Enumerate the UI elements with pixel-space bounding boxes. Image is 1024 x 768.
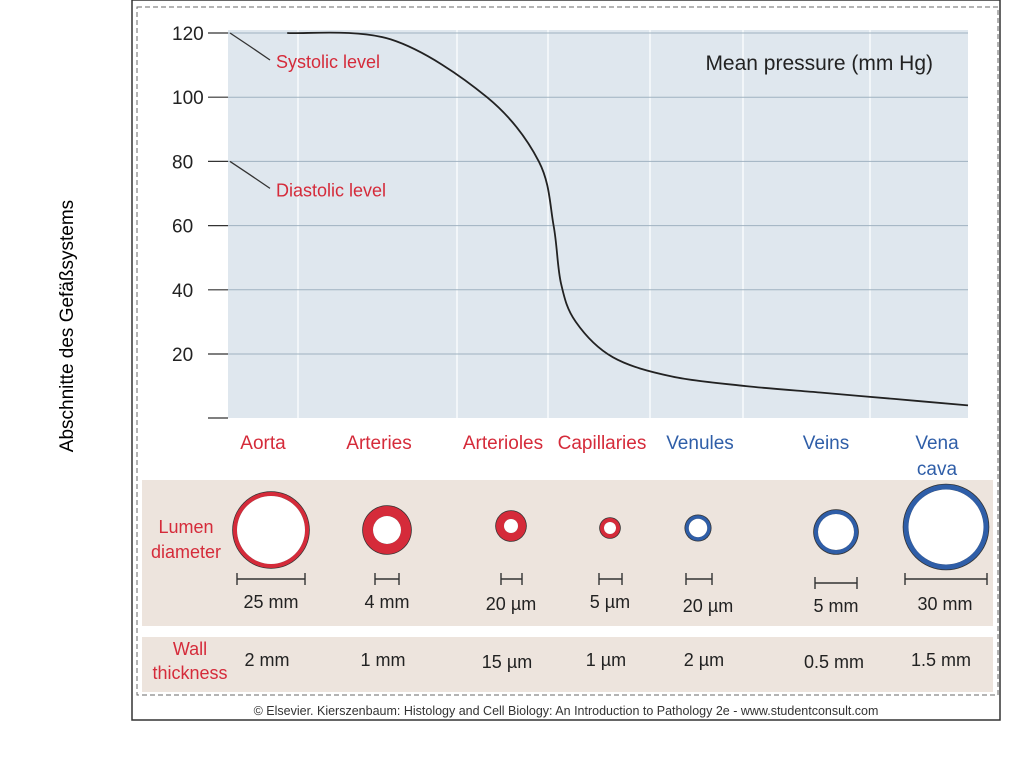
vessel-cross-section-icon xyxy=(362,505,412,555)
wall-thickness-value: 15 µm xyxy=(482,652,532,672)
category-label: Capillaries xyxy=(558,433,647,454)
scale-bar xyxy=(685,573,713,585)
wall-row-background xyxy=(142,637,993,692)
scale-bar xyxy=(904,573,988,585)
wall-thickness-value: 1.5 mm xyxy=(911,650,971,670)
lumen-value: 4 mm xyxy=(365,592,410,612)
diastolic-level-label: Diastolic level xyxy=(276,180,386,200)
lumen-value: 5 mm xyxy=(814,596,859,616)
annotation-leader-line xyxy=(229,160,271,189)
vessel-cross-section-icon xyxy=(813,509,859,555)
category-label: Arterioles xyxy=(463,433,543,454)
wall-thickness-value: 0.5 mm xyxy=(804,652,864,672)
category-label: Venules xyxy=(666,433,734,454)
category-label: Arteries xyxy=(346,433,411,454)
category-label: Vena cava xyxy=(915,433,959,480)
copyright-credit: © Elsevier. Kierszenbaum: Histology and … xyxy=(254,704,879,718)
y-tick-label: 120 xyxy=(172,24,204,45)
lumen-value: 25 mm xyxy=(243,592,298,612)
wall-thickness-value: 2 µm xyxy=(684,650,724,670)
figure-dashed-border xyxy=(136,6,999,696)
y-tick-label: 40 xyxy=(172,281,193,302)
scale-bar xyxy=(374,573,400,585)
category-label: Aorta xyxy=(240,433,286,454)
lumen-diameter-label: Lumen diameter xyxy=(151,517,221,562)
category-label: Veins xyxy=(803,433,849,454)
lumen-value: 5 µm xyxy=(590,592,630,612)
chart-title: Mean pressure (mm Hg) xyxy=(705,52,933,75)
vessel-wall xyxy=(685,515,711,541)
y-tick-label: 80 xyxy=(172,152,193,173)
vessel-lumen xyxy=(373,516,401,544)
vessel-lumen xyxy=(908,489,984,565)
scale-bar xyxy=(814,577,858,589)
vessel-cross-section-icon xyxy=(495,510,527,542)
wall-thickness-value: 1 µm xyxy=(586,650,626,670)
plot-background xyxy=(228,30,968,418)
wall-thickness-value: 2 mm xyxy=(245,650,290,670)
vessel-wall xyxy=(496,511,526,541)
systolic-level-label: Systolic level xyxy=(276,52,380,72)
vessel-cross-section-icon xyxy=(232,491,310,569)
vessel-cross-section-icon xyxy=(902,483,990,571)
vessel-lumen xyxy=(688,518,708,538)
y-tick-label: 60 xyxy=(172,217,193,238)
vessel-lumen xyxy=(604,522,616,534)
vessel-lumen xyxy=(504,519,518,533)
wall-thickness-value: 1 mm xyxy=(361,650,406,670)
annotation-leader-line xyxy=(229,32,271,61)
mean-pressure-curve xyxy=(287,31,969,407)
vessel-wall xyxy=(363,506,411,554)
vessel-lumen xyxy=(818,514,854,550)
scale-bar xyxy=(500,573,523,585)
vessel-wall xyxy=(814,510,858,554)
y-tick-label: 100 xyxy=(172,88,204,109)
wall-thickness-label: Wall thickness xyxy=(152,639,227,683)
scale-bar xyxy=(598,573,623,585)
y-tick-label: 20 xyxy=(172,345,193,366)
vessel-lumen xyxy=(237,496,305,564)
vessel-cross-section-icon xyxy=(684,514,712,542)
vessel-wall xyxy=(903,484,989,570)
vessel-wall xyxy=(233,492,309,568)
lumen-value: 20 µm xyxy=(683,596,733,616)
vessel-wall xyxy=(600,518,620,538)
lumen-value: 30 mm xyxy=(917,594,972,614)
scale-bar xyxy=(236,573,306,585)
lumen-value: 20 µm xyxy=(486,594,536,614)
vessel-cross-section-icon xyxy=(599,517,621,539)
